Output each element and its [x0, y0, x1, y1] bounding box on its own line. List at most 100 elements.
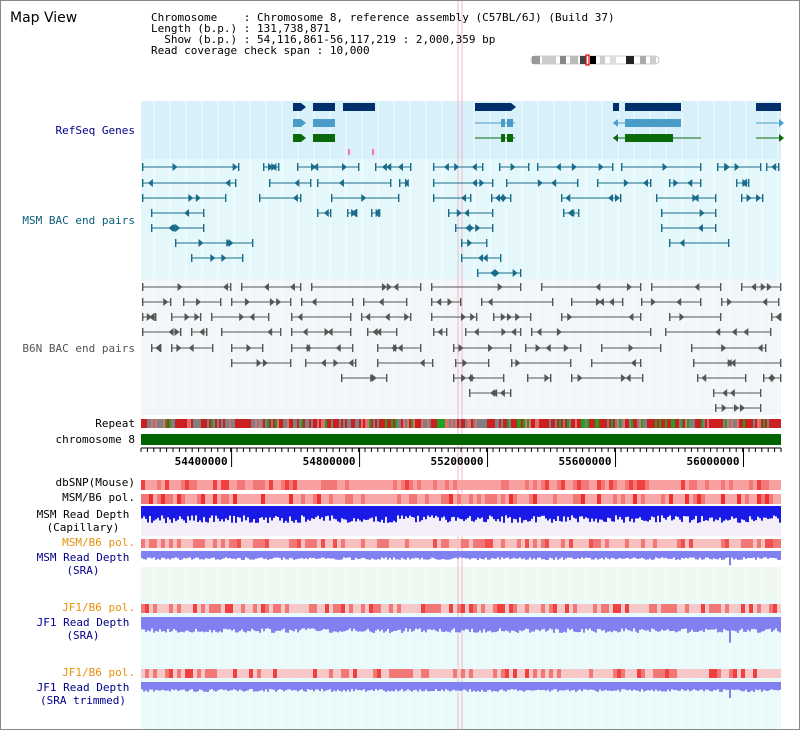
depth-bar	[381, 551, 383, 558]
chromosome-ideogram[interactable]	[530, 54, 662, 66]
bac-end-tick	[552, 298, 554, 306]
heat-cell	[253, 494, 257, 504]
depth-bar	[495, 617, 497, 633]
repeat-element	[743, 419, 745, 428]
repeat-element	[187, 419, 189, 428]
depth-bar	[507, 682, 509, 690]
heat-cell	[417, 669, 421, 678]
depth-bar	[289, 551, 291, 558]
bac-strand-arrow	[478, 254, 484, 262]
bac-end-tick	[350, 328, 352, 336]
depth-bar	[319, 617, 321, 632]
depth-bar	[649, 506, 651, 520]
bac-strand-arrow	[375, 209, 381, 217]
heat-cell	[225, 539, 229, 548]
bac-end-tick	[511, 359, 513, 367]
depth-bar	[765, 506, 767, 518]
depth-bar	[167, 506, 169, 518]
heat-cell	[613, 480, 617, 490]
heat-cell	[705, 480, 709, 490]
track-label-refseq-genes[interactable]: RefSeq Genes	[55, 124, 135, 137]
repeat-element	[241, 419, 243, 428]
bac-end-tick	[347, 209, 349, 217]
depth-bar	[729, 506, 731, 520]
heat-cell	[217, 494, 221, 504]
heat-cell	[317, 604, 321, 613]
heat-cell	[257, 669, 261, 678]
repeat-element	[203, 419, 205, 428]
bac-strand-arrow	[404, 313, 410, 321]
depth-bar	[251, 551, 253, 560]
gene-strand-arrow	[779, 119, 784, 127]
heat-cell	[469, 480, 473, 490]
heat-cell	[577, 539, 581, 548]
heat-cell	[625, 604, 629, 613]
depth-bar	[465, 551, 467, 559]
depth-bar	[429, 506, 431, 518]
repeat-element	[173, 419, 175, 428]
heat-cell	[305, 669, 309, 678]
heat-cell	[309, 480, 313, 490]
repeat-element	[497, 419, 499, 428]
depth-bar	[471, 617, 473, 629]
depth-bar	[243, 551, 245, 560]
depth-bar	[525, 617, 527, 629]
track-label-b6n-bac[interactable]: B6N BAC end pairs	[22, 342, 135, 355]
bac-strand-arrow	[614, 194, 620, 202]
bac-end-tick	[580, 344, 582, 352]
depth-bar	[367, 682, 369, 691]
heat-cell	[181, 604, 185, 613]
heat-cell	[653, 669, 657, 678]
depth-bar	[695, 682, 697, 691]
depth-bar	[331, 682, 333, 692]
depth-bar	[719, 682, 721, 692]
depth-bar	[655, 551, 657, 558]
depth-bar	[383, 506, 385, 523]
depth-bar	[273, 617, 275, 633]
heat-cell	[213, 539, 217, 548]
track-label-msm-bac[interactable]: MSM BAC end pairs	[22, 214, 135, 227]
heat-cell	[225, 494, 229, 504]
heat-cell	[765, 604, 769, 613]
bac-end-tick	[203, 209, 205, 217]
repeat-element	[401, 419, 403, 428]
heat-cell	[289, 539, 293, 548]
heat-cell	[381, 539, 385, 548]
heat-cell	[337, 669, 341, 678]
depth-bar	[569, 551, 571, 558]
heat-cell	[597, 604, 601, 613]
heat-cell	[249, 539, 253, 548]
heat-cell	[453, 480, 457, 490]
depth-bar	[513, 506, 515, 519]
depth-bar	[653, 617, 655, 630]
repeat-element	[695, 419, 697, 428]
depth-bar	[505, 617, 507, 631]
repeat-element	[415, 419, 417, 428]
depth-bar	[431, 682, 433, 692]
repeat-element	[171, 419, 173, 428]
depth-bar	[259, 617, 261, 633]
depth-bar	[537, 682, 539, 690]
heat-cell	[373, 604, 377, 613]
depth-bar	[301, 682, 303, 690]
heat-cell	[693, 494, 697, 504]
depth-bar	[745, 551, 747, 559]
heat-cell	[633, 480, 637, 490]
heat-cell	[437, 494, 441, 504]
depth-bar	[295, 506, 297, 520]
depth-bar	[541, 617, 543, 630]
depth-bar	[435, 506, 437, 516]
bac-end-tick	[269, 179, 271, 187]
depth-bar	[425, 506, 427, 520]
depth-bar	[741, 617, 743, 629]
depth-bar	[353, 682, 355, 692]
depth-bar	[203, 506, 205, 518]
heat-cell	[369, 494, 373, 504]
bac-strand-arrow	[734, 404, 740, 412]
heat-cell	[181, 494, 185, 504]
repeat-element	[665, 419, 667, 428]
bac-end-tick	[697, 374, 699, 382]
depth-bar	[497, 617, 499, 632]
